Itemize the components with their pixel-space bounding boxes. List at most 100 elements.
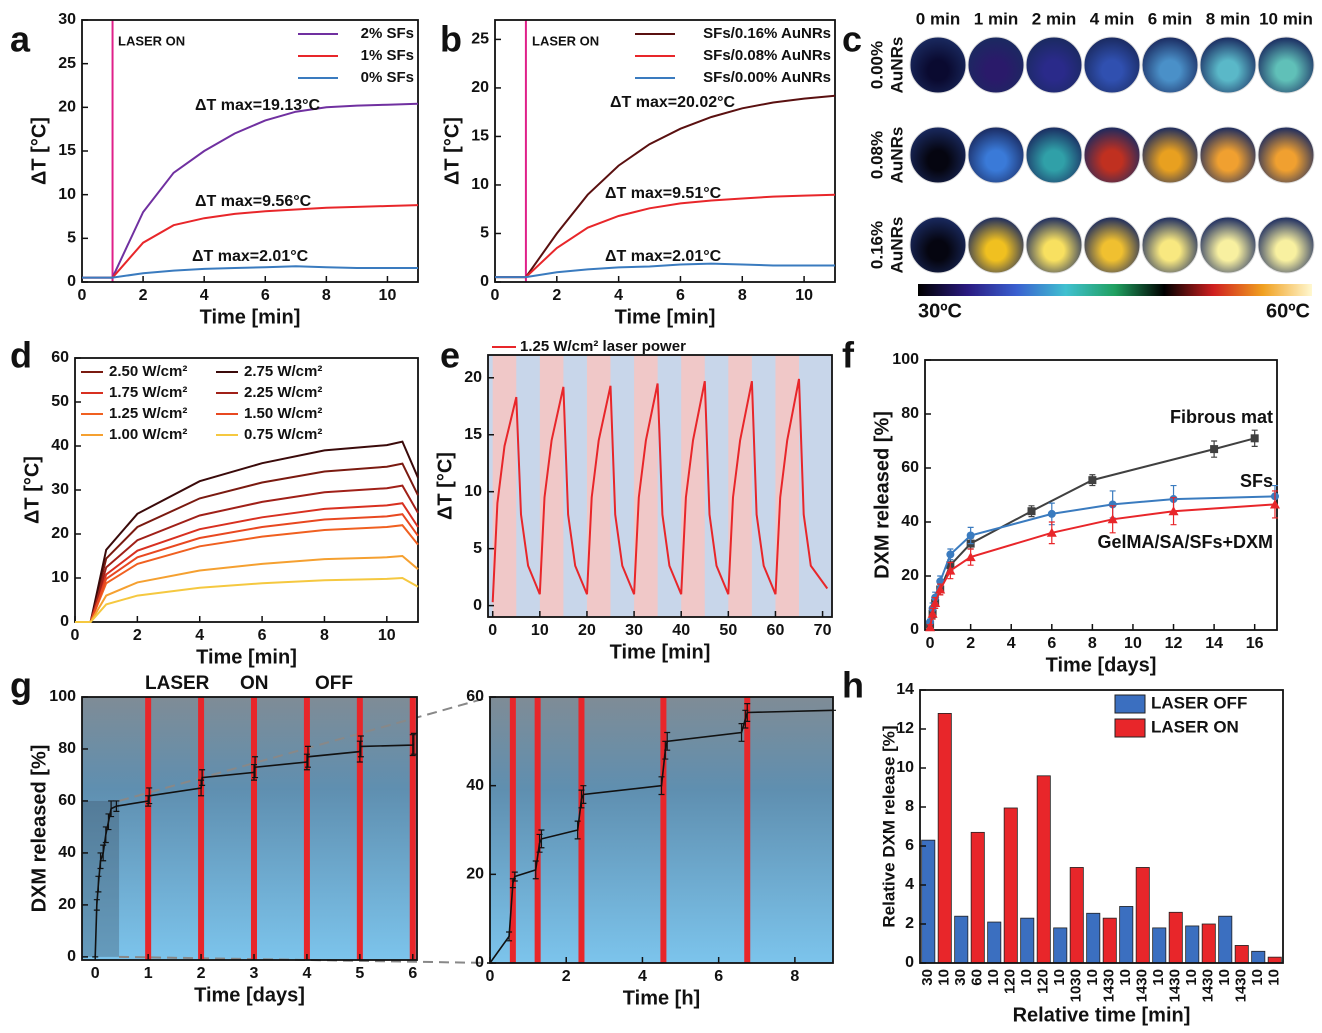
x-tick-label: 1430 xyxy=(1233,969,1250,1002)
panel-letter: h xyxy=(842,665,864,706)
x-tick-label: 10 xyxy=(1124,635,1142,652)
x-tick-label: 10 xyxy=(1216,969,1233,986)
x-axis-label: Time [min] xyxy=(196,646,297,668)
laser-on-line xyxy=(145,697,151,960)
thermal-image xyxy=(1258,217,1314,273)
x-tick-label: 4 xyxy=(638,968,647,985)
x-tick-label: 0 xyxy=(91,965,100,982)
x-tick-label: 1430 xyxy=(1101,969,1118,1002)
header-label: ON xyxy=(240,673,269,694)
panel-letter: d xyxy=(10,335,32,376)
laser-on-interval xyxy=(587,355,611,617)
marker xyxy=(946,550,954,558)
panel-letter: a xyxy=(10,19,31,60)
panel-letter: g xyxy=(10,665,32,706)
legend-label: 1.75 W/cm² xyxy=(109,384,187,401)
thermal-image xyxy=(1142,217,1198,273)
legend-label: 2.25 W/cm² xyxy=(244,384,322,401)
y-tick-label: 4 xyxy=(905,876,914,893)
x-tick-label: 10 xyxy=(531,622,549,639)
bar xyxy=(1054,928,1067,963)
y-tick-label: 0 xyxy=(67,273,76,290)
laser-on-line xyxy=(578,697,584,963)
laser-on-line xyxy=(304,697,310,960)
x-tick-label: 1430 xyxy=(1200,969,1217,1002)
x-tick-label: 5 xyxy=(355,965,364,982)
x-tick-label: 12 xyxy=(1165,635,1183,652)
zoom-region xyxy=(82,801,119,957)
x-axis-label: Relative time [min] xyxy=(1013,1004,1191,1026)
x-axis-label: Time [min] xyxy=(610,641,711,663)
y-tick-label: 40 xyxy=(58,844,76,861)
bar xyxy=(1103,918,1116,963)
series-label: Fibrous mat xyxy=(1170,407,1273,427)
y-tick-label: 0 xyxy=(473,597,482,614)
laser-on-line xyxy=(744,697,750,963)
y-tick-label: 8 xyxy=(905,798,914,815)
y-tick-label: 50 xyxy=(51,393,69,410)
bar xyxy=(988,922,1001,963)
thermal-image xyxy=(1142,37,1198,93)
panel-letter: e xyxy=(440,335,460,376)
x-tick-label: 70 xyxy=(814,622,832,639)
x-tick-label: 10 xyxy=(1018,969,1035,986)
legend-swatch xyxy=(1115,695,1145,713)
y-tick-label: 60 xyxy=(51,349,69,366)
x-tick-label: 60 xyxy=(767,622,785,639)
y-tick-label: 100 xyxy=(892,351,919,368)
legend-label: LASER OFF xyxy=(1151,693,1247,712)
y-tick-label: 0 xyxy=(910,621,919,638)
y-axis-label: ΔT [°C] xyxy=(441,117,463,185)
legend-label: 0% SFs xyxy=(361,69,414,86)
y-tick-label: 5 xyxy=(473,540,482,557)
x-axis-label: Time [min] xyxy=(615,306,716,328)
x-tick-label: 10 xyxy=(1084,969,1101,986)
colorbar-max: 60ºC xyxy=(1266,300,1310,322)
y-tick-label: 40 xyxy=(466,777,484,794)
thermal-image xyxy=(1084,37,1140,93)
laser-on-line xyxy=(251,697,257,960)
x-tick-label: 10 xyxy=(1249,969,1266,986)
x-tick-label: 2 xyxy=(133,627,142,644)
legend-label: 1.25 W/cm² laser power xyxy=(520,338,686,355)
y-tick-label: 30 xyxy=(58,11,76,28)
y-tick-label: 5 xyxy=(480,225,489,242)
row-label: 0.08% xyxy=(867,131,886,179)
bar xyxy=(1153,928,1166,963)
y-tick-label: 0 xyxy=(60,613,69,630)
y-tick-label: 10 xyxy=(464,483,482,500)
thermal-image xyxy=(910,127,966,183)
data-line xyxy=(75,525,418,622)
y-tick-label: 20 xyxy=(58,99,76,116)
x-tick-label: 10 xyxy=(1266,969,1283,986)
colorbar-min: 30ºC xyxy=(918,300,962,322)
thermal-image xyxy=(968,37,1024,93)
y-tick-label: 0 xyxy=(475,954,484,971)
y-axis-label: DXM released [%] xyxy=(28,745,50,913)
legend-label: 1.00 W/cm² xyxy=(109,426,187,443)
y-tick-label: 80 xyxy=(901,405,919,422)
x-tick-label: 30 xyxy=(625,622,643,639)
y-tick-label: 15 xyxy=(464,426,482,443)
legend-label: 1% SFs xyxy=(361,47,414,64)
y-tick-label: 40 xyxy=(51,437,69,454)
x-tick-label: 40 xyxy=(672,622,690,639)
x-tick-label: 10 xyxy=(1150,969,1167,986)
x-tick-label: 6 xyxy=(261,287,270,304)
thermal-image xyxy=(1026,37,1082,93)
thermal-image xyxy=(1200,217,1256,273)
x-tick-label: 6 xyxy=(258,627,267,644)
header-label: OFF xyxy=(315,673,353,694)
y-tick-label: 0 xyxy=(67,948,76,965)
thermal-image xyxy=(1084,217,1140,273)
x-tick-label: 30 xyxy=(952,969,969,986)
bar xyxy=(1070,867,1083,963)
plot-background xyxy=(82,697,417,960)
y-tick-label: 100 xyxy=(49,688,76,705)
figure: 0246810051015202530Time [min]ΔT [°C]ΔT m… xyxy=(0,0,1322,1028)
x-tick-label: 8 xyxy=(738,287,747,304)
x-tick-label: 120 xyxy=(1002,969,1019,994)
bar xyxy=(1235,945,1248,963)
x-axis-label: Time [days] xyxy=(1046,654,1157,676)
series-label: SFs xyxy=(1240,471,1273,491)
